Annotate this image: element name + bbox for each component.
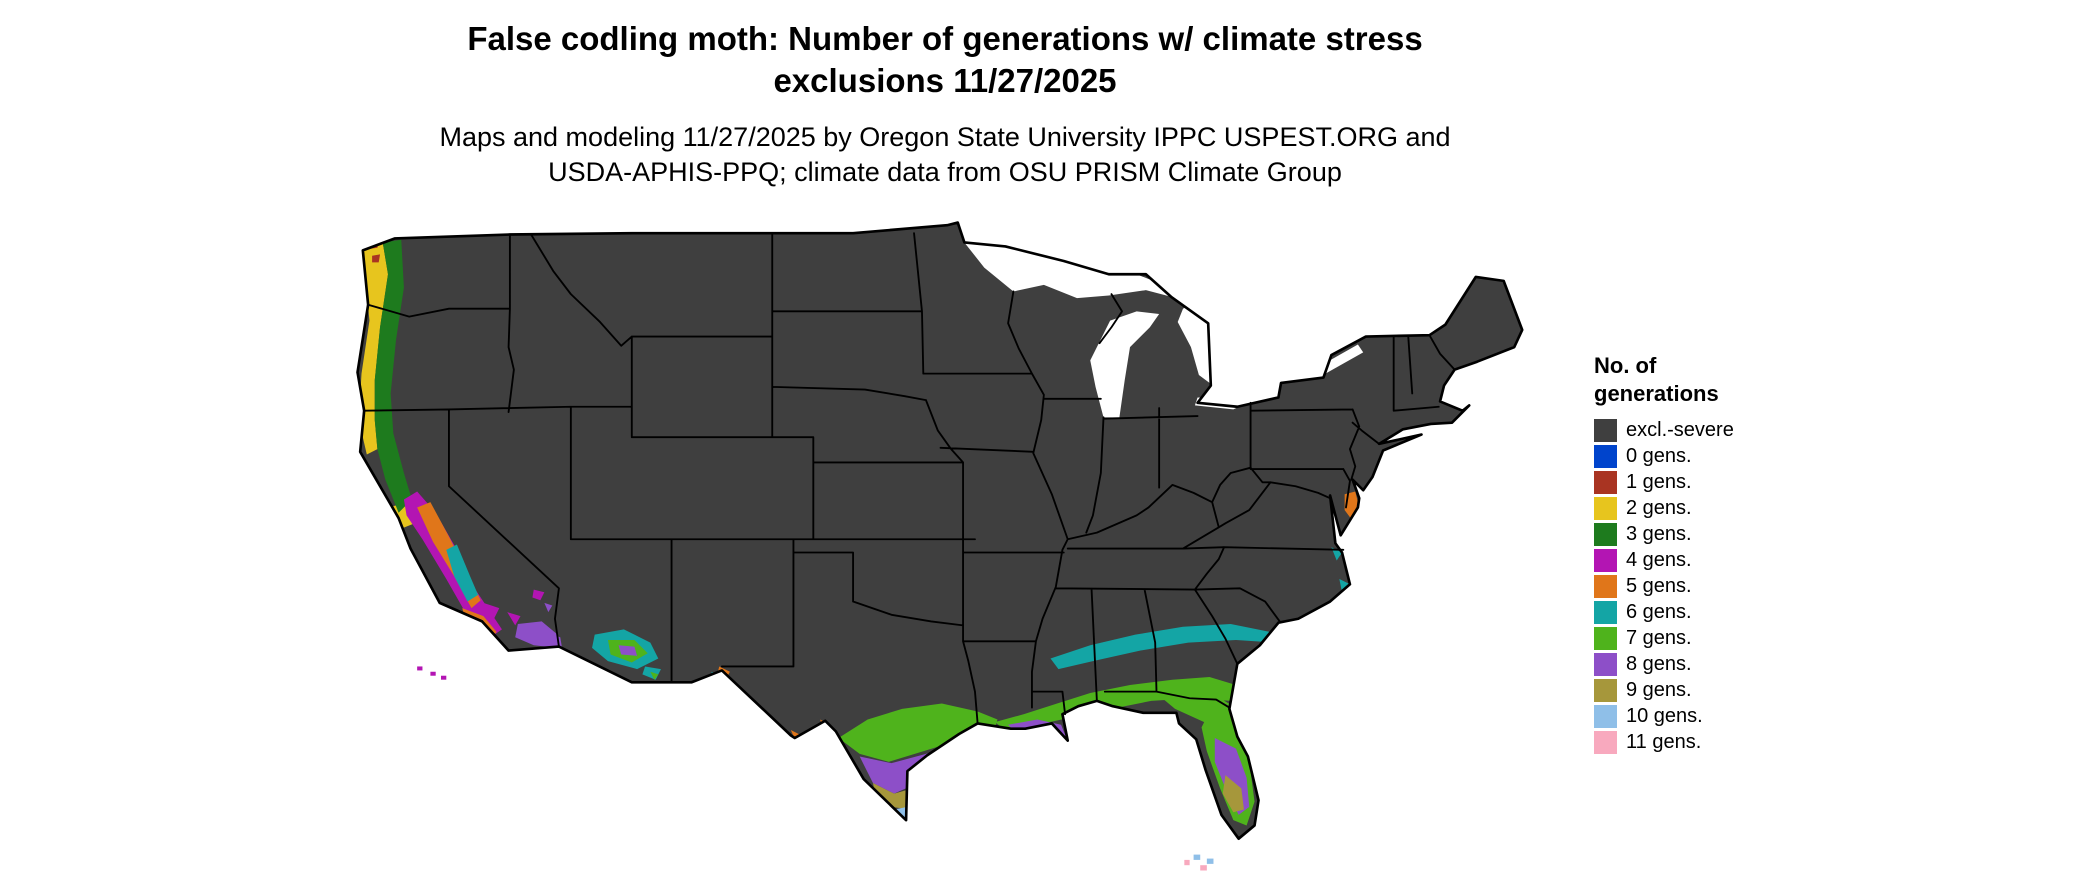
- florida-keys-dot: [1184, 859, 1190, 866]
- lake-ontario: [1318, 344, 1364, 377]
- figure-title: False codling moth: Number of generation…: [0, 18, 1890, 102]
- legend-item-label: 8 gens.: [1626, 652, 1692, 675]
- legend-item-label: 0 gens.: [1626, 444, 1692, 467]
- us-map: [335, 221, 1554, 884]
- channel-island-dot: [441, 675, 447, 680]
- legend-swatch: [1594, 600, 1617, 624]
- zone-8-gens: [515, 602, 1250, 815]
- legend-items: excl.-severe 0 gens. 1 gens. 2 gens. 3 gens.…: [1594, 417, 1874, 755]
- lake-superior: [964, 242, 1172, 299]
- legend-swatch: [1594, 678, 1617, 702]
- us-outline: [356, 221, 1524, 841]
- zone-4-gens: [403, 491, 815, 740]
- legend-item-label: 4 gens.: [1626, 548, 1692, 571]
- legend-item: 2 gens.: [1594, 495, 1874, 521]
- channel-island-dot: [430, 671, 436, 676]
- legend-swatch: [1594, 418, 1617, 442]
- great-lakes: [964, 242, 1364, 418]
- legend-item: 10 gens.: [1594, 703, 1874, 729]
- lake-michigan: [1090, 311, 1160, 418]
- figure-subtitle: Maps and modeling 11/27/2025 by Oregon S…: [0, 120, 1890, 190]
- lake-erie: [1194, 380, 1279, 410]
- state-borders: [363, 232, 1456, 725]
- figure-subtitle-line2: USDA-APHIS-PPQ; climate data from OSU PR…: [548, 157, 1342, 188]
- legend-item-label: 6 gens.: [1626, 600, 1692, 623]
- legend-swatch: [1594, 548, 1617, 572]
- legend-title: No. of generations: [1594, 352, 1874, 407]
- legend-item-label: 3 gens.: [1626, 522, 1692, 545]
- legend-item-label: 7 gens.: [1626, 626, 1692, 649]
- legend-swatch: [1594, 574, 1617, 598]
- legend-item: 9 gens.: [1594, 677, 1874, 703]
- legend-item: 7 gens.: [1594, 625, 1874, 651]
- legend-title-line1: No. of: [1594, 353, 1657, 378]
- figure-subtitle-line1: Maps and modeling 11/27/2025 by Oregon S…: [439, 122, 1451, 152]
- legend-item: 0 gens.: [1594, 443, 1874, 469]
- legend-swatch: [1594, 444, 1617, 468]
- legend-item: 5 gens.: [1594, 573, 1874, 599]
- florida-keys-dot: [1193, 854, 1201, 860]
- us-map-svg: [356, 221, 1524, 871]
- offshore-islands: [417, 666, 1214, 871]
- legend-swatch: [1594, 704, 1617, 728]
- legend-item: 1 gens.: [1594, 469, 1874, 495]
- zone-3-gens: [374, 239, 412, 513]
- legend-item-label: excl.-severe: [1626, 418, 1734, 441]
- legend-item: excl.-severe: [1594, 417, 1874, 443]
- legend-item-label: 11 gens.: [1626, 730, 1702, 753]
- legend-swatch: [1594, 730, 1617, 754]
- legend-item-label: 2 gens.: [1626, 496, 1692, 519]
- legend-swatch: [1594, 522, 1617, 546]
- florida-keys-dot: [1206, 858, 1214, 864]
- legend-item: 4 gens.: [1594, 547, 1874, 573]
- legend: No. of generations excl.-severe 0 gens. 1 …: [1594, 352, 1874, 755]
- legend-swatch: [1594, 496, 1617, 520]
- zone-6-gens: [446, 544, 1350, 682]
- zone-7-gens: [529, 632, 1255, 826]
- legend-item-label: 9 gens.: [1626, 678, 1692, 701]
- legend-item-label: 1 gens.: [1626, 470, 1692, 493]
- zone-9-gens: [872, 775, 1244, 813]
- legend-title-line2: generations: [1594, 380, 1719, 406]
- figure-title-line2: exclusions 11/27/2025: [773, 62, 1117, 100]
- figure-title-line1: False codling moth: Number of generation…: [467, 20, 1423, 57]
- legend-swatch: [1594, 652, 1617, 676]
- zone-2-gens: [358, 242, 415, 529]
- channel-island-dot: [417, 666, 423, 671]
- legend-item: 3 gens.: [1594, 521, 1874, 547]
- legend-swatch: [1594, 626, 1617, 650]
- legend-item-label: 5 gens.: [1626, 574, 1692, 597]
- legend-item: 8 gens.: [1594, 651, 1874, 677]
- florida-keys-dot: [1200, 865, 1207, 871]
- legend-swatch: [1594, 470, 1617, 494]
- legend-item: 6 gens.: [1594, 599, 1874, 625]
- legend-item: 11 gens.: [1594, 729, 1874, 755]
- legend-item-label: 10 gens.: [1626, 704, 1703, 727]
